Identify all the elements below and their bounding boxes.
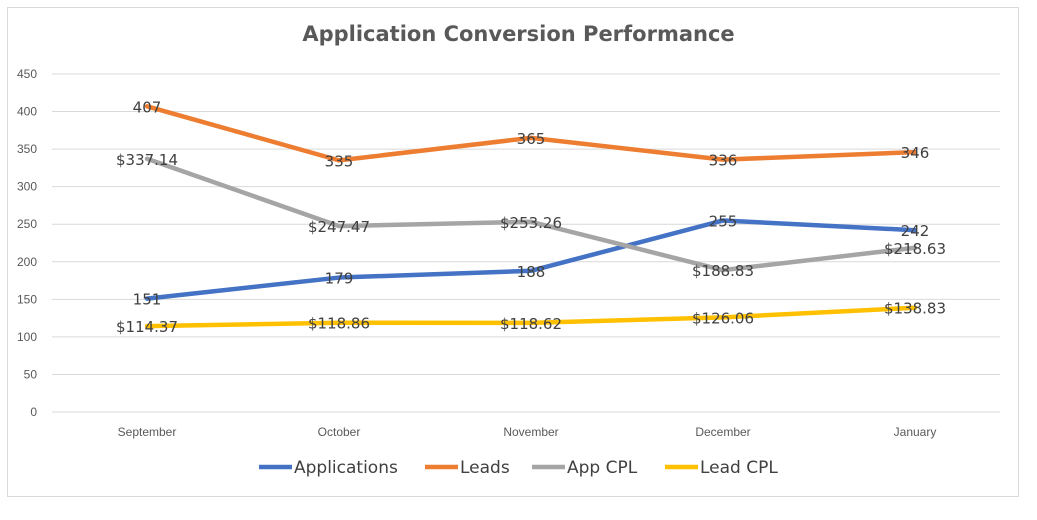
y-tick-label: 350 xyxy=(17,142,37,156)
legend-label: Lead CPL xyxy=(700,458,778,478)
y-tick-label: 250 xyxy=(17,217,37,231)
y-tick-label: 0 xyxy=(30,405,37,419)
data-label: $118.62 xyxy=(500,315,562,333)
y-tick-label: 100 xyxy=(17,330,37,344)
x-tick-label: January xyxy=(894,425,937,439)
x-tick-label: December xyxy=(695,425,750,439)
data-label: 335 xyxy=(325,152,354,170)
x-tick-label: October xyxy=(318,425,361,439)
series-line-leads xyxy=(144,104,918,163)
data-label: 365 xyxy=(517,130,546,148)
data-label: $138.83 xyxy=(884,300,946,318)
legend-label: Applications xyxy=(294,458,398,478)
data-label: $253.26 xyxy=(500,214,562,232)
data-label: 188 xyxy=(517,263,546,281)
data-label: 346 xyxy=(901,144,930,162)
series-line-applications xyxy=(144,218,918,301)
data-label: 336 xyxy=(709,152,738,170)
y-tick-label: 200 xyxy=(17,255,37,269)
data-label: 242 xyxy=(901,222,930,240)
data-label: 255 xyxy=(709,212,738,230)
data-label: $247.47 xyxy=(308,218,370,236)
data-label: $218.63 xyxy=(884,240,946,258)
chart-title: Application Conversion Performance xyxy=(302,22,735,46)
y-tick-label: 400 xyxy=(17,105,37,119)
data-label: 407 xyxy=(133,98,162,116)
data-label: $114.37 xyxy=(116,318,178,336)
y-tick-label: 450 xyxy=(17,67,37,81)
x-tick-label: November xyxy=(503,425,558,439)
chart-frame xyxy=(7,7,1019,497)
legend-label: Leads xyxy=(460,458,510,478)
x-tick-label: September xyxy=(118,425,177,439)
data-label: 179 xyxy=(325,270,354,288)
y-tick-label: 300 xyxy=(17,180,37,194)
series-line-lead-cpl xyxy=(144,305,918,329)
data-label: $337.14 xyxy=(116,151,178,169)
y-tick-label: 150 xyxy=(17,292,37,306)
series-line-app-cpl xyxy=(144,156,918,273)
legend-label: App CPL xyxy=(567,458,638,478)
y-tick-label: 50 xyxy=(24,367,38,381)
data-label: 151 xyxy=(133,291,162,309)
data-label: $188.83 xyxy=(692,262,754,280)
data-label: $126.06 xyxy=(692,309,754,327)
data-label: $118.86 xyxy=(308,315,370,333)
